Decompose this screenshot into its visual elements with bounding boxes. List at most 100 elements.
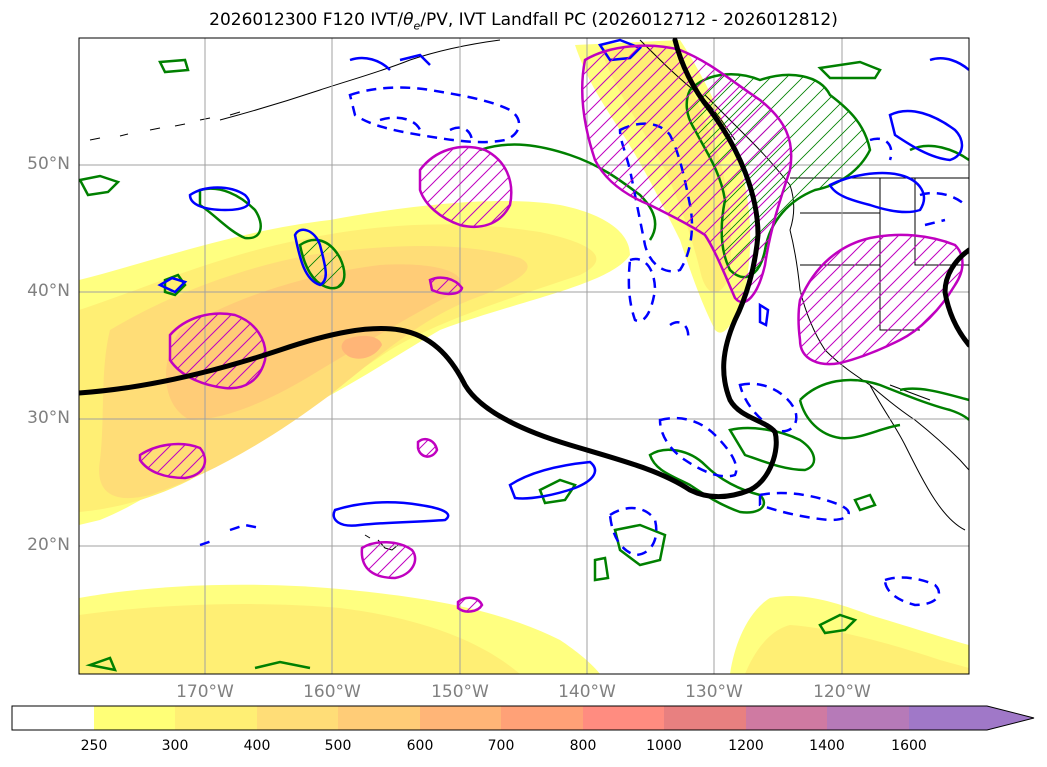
colorbar-tick-1000: 1000 bbox=[646, 738, 682, 754]
pv-contour-b bbox=[298, 238, 346, 290]
pc-contour-gulf bbox=[418, 145, 513, 229]
theta-e-solid-a bbox=[188, 186, 251, 212]
landfall-pc-contours bbox=[138, 44, 964, 613]
theta-e-solid-d bbox=[332, 501, 450, 527]
pv-contour-f bbox=[817, 60, 882, 80]
pv-contour-l bbox=[818, 613, 858, 635]
theta-e-solid-j bbox=[349, 53, 431, 71]
pc-contour-west-us bbox=[797, 233, 964, 366]
colorbar-segment-1 bbox=[94, 706, 175, 730]
jet-lines bbox=[79, 38, 969, 500]
colorbar-tick-300: 300 bbox=[161, 738, 189, 754]
pc-contour-west bbox=[168, 312, 267, 390]
pv-contour-e bbox=[158, 58, 190, 74]
theta-e-solid-e bbox=[508, 460, 597, 500]
ivt-600-main bbox=[341, 335, 382, 359]
lat-label-20n: 20°N bbox=[27, 535, 70, 555]
colorbar-segment-2 bbox=[175, 706, 257, 730]
title-part2: /PV, IVT Landfall PC (2026012712 - 20260… bbox=[420, 10, 838, 30]
title-theta: θ bbox=[403, 10, 414, 30]
lat-label-30n: 30°N bbox=[27, 408, 70, 428]
theta-e-solid-i bbox=[758, 302, 770, 327]
jet-line-east bbox=[942, 247, 969, 348]
theta-e-solid-c bbox=[157, 276, 188, 294]
theta-e-dashed-g bbox=[758, 491, 850, 522]
theta-e-dashed-l bbox=[669, 321, 690, 341]
state-border-ca-az bbox=[889, 384, 931, 401]
title-part1: 2026012300 F120 IVT/ bbox=[209, 10, 404, 30]
lon-label-150w: 150°W bbox=[431, 682, 489, 702]
pc-contour-sw bbox=[138, 442, 207, 480]
colorbar-tick-700: 700 bbox=[487, 738, 515, 754]
lon-label-160w: 160°W bbox=[303, 682, 361, 702]
theta-e-dashed-e bbox=[658, 416, 738, 478]
theta-e-solid-g bbox=[888, 109, 964, 162]
colorbar-segment-11 bbox=[909, 706, 987, 730]
colorbar-tick-250: 250 bbox=[80, 738, 108, 754]
colorbar-frame bbox=[11, 705, 1035, 731]
colorbar-tick-600: 600 bbox=[406, 738, 434, 754]
theta-e-solid-f bbox=[828, 171, 926, 214]
pv-contour-k bbox=[538, 478, 577, 505]
map-title: 2026012300 F120 IVT/θe/PV, IVT Landfall … bbox=[0, 10, 1047, 32]
colorbar-segment-0 bbox=[12, 706, 94, 730]
map-area bbox=[79, 38, 969, 674]
pc-contour-small-c bbox=[456, 596, 484, 613]
theta-e-dashed-b bbox=[379, 116, 474, 141]
lat-label-50n: 50°N bbox=[27, 154, 70, 174]
theta-e-dashed-d bbox=[627, 257, 657, 323]
lon-label-120w: 120°W bbox=[813, 682, 871, 702]
pv-contour-m bbox=[853, 493, 877, 512]
pv-contour-i bbox=[593, 556, 610, 582]
pv-contour-o bbox=[254, 660, 311, 670]
us-west-coast bbox=[789, 229, 969, 471]
colorbar-extend-arrow bbox=[987, 706, 1034, 730]
pv-contour-c bbox=[163, 273, 187, 297]
colorbar-tick-1200: 1200 bbox=[728, 738, 764, 754]
pv-contour-p bbox=[899, 387, 969, 402]
colorbar-segment-10 bbox=[827, 706, 909, 730]
pv-contour-d bbox=[79, 174, 121, 197]
map-frame bbox=[78, 37, 970, 675]
colorbar-tick-1400: 1400 bbox=[809, 738, 845, 754]
colorbar-segment-5 bbox=[420, 706, 501, 730]
colorbar-segment-3 bbox=[257, 706, 338, 730]
pc-contour-small-b bbox=[416, 438, 439, 458]
colorbar-segment-9 bbox=[746, 706, 827, 730]
colorbar-segment-6 bbox=[501, 706, 583, 730]
colorbar-segment-4 bbox=[338, 706, 420, 730]
pv-contour-a bbox=[198, 187, 262, 240]
colorbar-segment-7 bbox=[583, 706, 664, 730]
theta-e-dashed-j bbox=[883, 576, 941, 607]
pc-contour-small-a bbox=[428, 276, 464, 296]
alaska-coast bbox=[219, 39, 501, 121]
pc-contour-hawaii bbox=[360, 541, 417, 580]
theta-e-dashed-k bbox=[869, 137, 966, 227]
colorbar-tick-800: 800 bbox=[569, 738, 597, 754]
theta-e-solid-h bbox=[929, 57, 969, 71]
colorbar-tick-1600: 1600 bbox=[891, 738, 927, 754]
theta-e-dashed bbox=[199, 86, 966, 607]
colorbar-tick-500: 500 bbox=[324, 738, 352, 754]
pv-contour-hatched-se bbox=[798, 378, 969, 440]
theta-e-dashed-i bbox=[199, 523, 261, 547]
colorbar-tick-400: 400 bbox=[243, 738, 271, 754]
jet-line-main bbox=[79, 38, 779, 500]
pv-contour-n bbox=[85, 656, 118, 672]
ivt-300-southeast bbox=[745, 625, 969, 674]
aleutian-islands bbox=[89, 111, 241, 141]
colorbar-segment-8 bbox=[664, 706, 746, 730]
lon-label-170w: 170°W bbox=[176, 682, 234, 702]
colorbar bbox=[11, 705, 1035, 731]
lon-label-140w: 140°W bbox=[558, 682, 616, 702]
title-theta-sub: e bbox=[413, 19, 421, 33]
pc-contour-alaska bbox=[580, 44, 793, 304]
theta-e-dashed-h bbox=[608, 506, 658, 557]
lat-label-40n: 40°N bbox=[27, 281, 70, 301]
pv-contour-j bbox=[613, 523, 667, 567]
baja-coast bbox=[869, 384, 966, 531]
theta-e-solid-b bbox=[293, 228, 327, 287]
ivt-300-south bbox=[79, 604, 520, 674]
theta-e-dashed-a bbox=[348, 86, 521, 144]
